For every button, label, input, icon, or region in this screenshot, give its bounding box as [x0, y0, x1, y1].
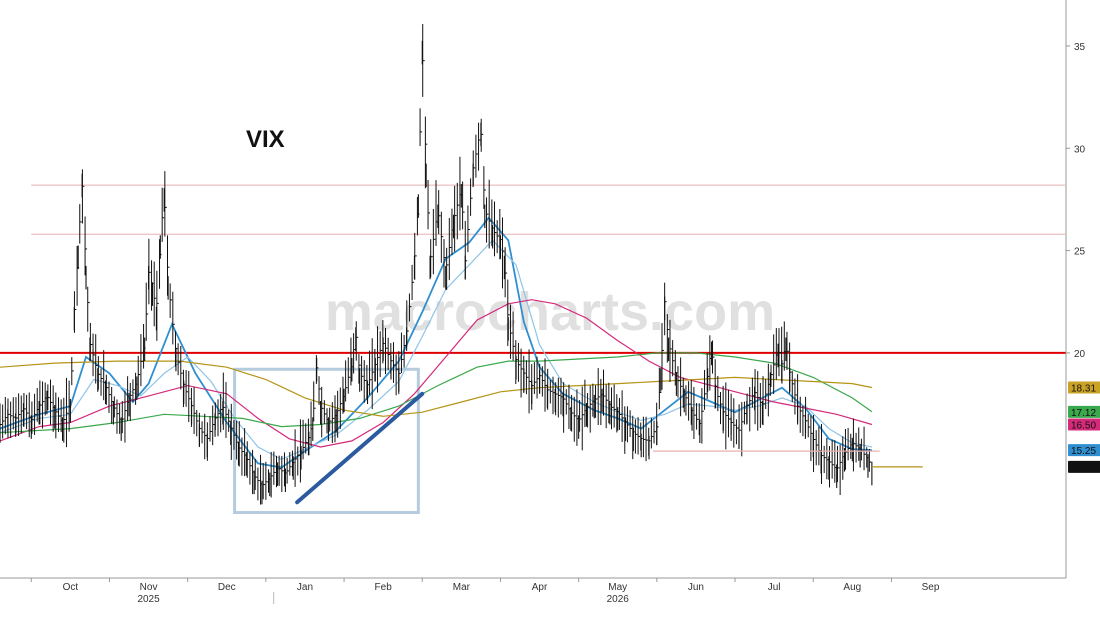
moving-average-1: [0, 239, 873, 460]
moving-average-4: [0, 360, 873, 417]
x-tick-label-2: Dec: [218, 582, 236, 593]
x-tick-label-0: Oct: [63, 582, 79, 593]
moving-averages: [0, 216, 873, 469]
value-tags: 18.31 17.12 16.50 15.25 14.43: [1068, 381, 1100, 474]
annotation-box-group: [233, 367, 420, 515]
x-tick-label-4: Feb: [375, 582, 393, 593]
value-tag-bg-4: [1068, 460, 1100, 473]
value-tag-bg-3: [1068, 444, 1100, 457]
y-tick-label-2: 30: [1074, 144, 1086, 155]
trend-line: [295, 391, 425, 505]
value-tag-1: 17.12: [1071, 408, 1096, 419]
moving-average-0: [0, 216, 872, 469]
x-year-label-0: 2025: [137, 594, 160, 605]
moving-average-3: [0, 352, 873, 434]
x-tick-label-5: Mar: [453, 582, 471, 593]
y-tick-label-1: 25: [1074, 247, 1086, 258]
x-tick-label-11: Sep: [922, 582, 940, 593]
watermark-text: macrocharts.com: [325, 282, 775, 342]
watermark-group: macrocharts.com: [325, 282, 775, 342]
value-tag-4: 14.43: [1071, 463, 1096, 474]
price-series: [0, 24, 873, 505]
x-tick-label-9: Jul: [768, 582, 781, 593]
y-tick-label-0: 20: [1074, 349, 1086, 360]
chart-title: VIX: [246, 126, 285, 153]
x-tick-label-7: May: [608, 582, 627, 593]
annotation-box: [233, 367, 420, 515]
moving-average-2: [0, 299, 873, 448]
value-tag-bg-1: [1068, 405, 1100, 418]
value-tag-bg-0: [1068, 381, 1100, 394]
value-tag-3: 15.25: [1071, 446, 1096, 457]
value-tag-2: 16.50: [1071, 421, 1096, 432]
annotations: [295, 391, 923, 505]
x-tick-label-10: Aug: [843, 582, 861, 593]
x-year-label-1: 2026: [607, 594, 630, 605]
value-tag-bg-2: [1068, 418, 1100, 431]
x-tick-label-8: Jun: [688, 582, 704, 593]
y-tick-label-3: 35: [1074, 42, 1086, 53]
x-tick-label-6: Apr: [532, 582, 548, 593]
x-tick-label-3: Jan: [297, 582, 313, 593]
x-tick-label-1: Nov: [140, 582, 158, 593]
value-tag-0: 18.31: [1071, 383, 1096, 394]
